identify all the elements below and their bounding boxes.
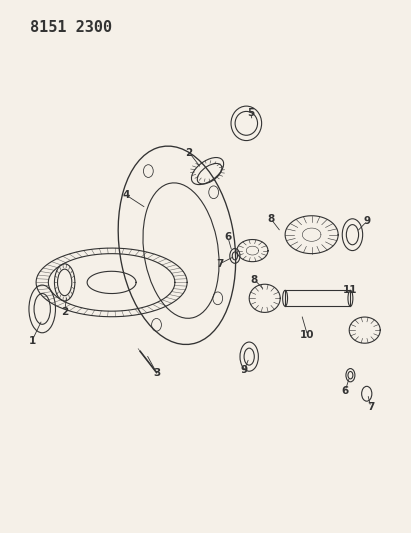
Text: 9: 9 (363, 216, 370, 227)
Text: 6: 6 (224, 232, 231, 243)
Text: 9: 9 (241, 365, 248, 375)
Text: 11: 11 (343, 285, 358, 295)
Text: 4: 4 (122, 190, 129, 200)
Text: 2: 2 (61, 306, 68, 317)
Text: 8151 2300: 8151 2300 (30, 20, 112, 35)
Text: 1: 1 (28, 336, 36, 346)
Text: 5: 5 (247, 108, 254, 118)
Text: 2: 2 (185, 148, 193, 158)
Text: 8: 8 (267, 214, 275, 224)
Text: 7: 7 (367, 402, 374, 412)
Text: 6: 6 (342, 386, 349, 396)
Text: 7: 7 (216, 259, 224, 269)
Text: 3: 3 (153, 368, 160, 377)
Text: 10: 10 (300, 330, 315, 341)
Text: 8: 8 (251, 274, 258, 285)
